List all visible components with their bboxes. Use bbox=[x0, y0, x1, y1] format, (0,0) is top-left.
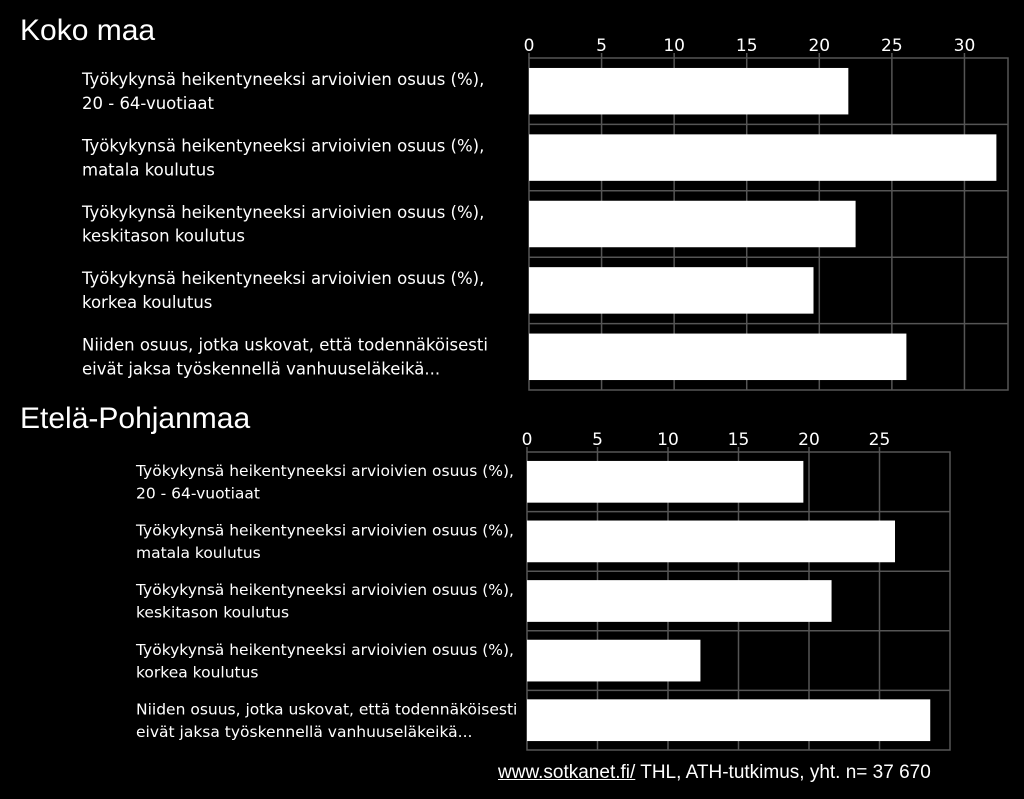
category-label-line: 20 - 64-vuotiaat bbox=[82, 94, 215, 113]
koko-maa-x-tick-label: 30 bbox=[954, 36, 976, 56]
koko-maa-x-tick-label: 10 bbox=[663, 36, 685, 56]
etela-pohjanmaa-x-tick-label: 25 bbox=[869, 430, 891, 450]
category-label-line: Työkykynsä heikentyneeksi arvioivien osu… bbox=[135, 581, 514, 599]
category-label-line: 20 - 64-vuotiaat bbox=[136, 484, 260, 502]
category-label-line: Työkykynsä heikentyneeksi arvioivien osu… bbox=[81, 269, 484, 288]
etela-pohjanmaa-bar-4 bbox=[527, 639, 701, 682]
category-label-line: korkea koulutus bbox=[136, 663, 259, 681]
koko-maa-bar-5 bbox=[529, 333, 907, 381]
category-label-line: Niiden osuus, jotka uskovat, että todenn… bbox=[82, 336, 488, 355]
category-label-line: Työkykynsä heikentyneeksi arvioivien osu… bbox=[81, 136, 484, 155]
etela-pohjanmaa-category-label-2: Työkykynsä heikentyneeksi arvioivien osu… bbox=[135, 522, 514, 562]
koko-maa-x-tick-label: 0 bbox=[524, 36, 535, 56]
category-label-line: keskitason koulutus bbox=[82, 227, 245, 246]
koko-maa-category-label-5: Niiden osuus, jotka uskovat, että todenn… bbox=[82, 336, 488, 379]
koko-maa-category-label-3: Työkykynsä heikentyneeksi arvioivien osu… bbox=[81, 203, 484, 246]
koko-maa-x-tick-label: 15 bbox=[736, 36, 758, 56]
sotkanet-link[interactable]: www.sotkanet.fi/ bbox=[498, 762, 636, 783]
etela-pohjanmaa-x-tick-label: 20 bbox=[798, 430, 820, 450]
etela-pohjanmaa-bar-3 bbox=[527, 580, 832, 622]
category-label-line: matala koulutus bbox=[136, 544, 261, 562]
category-label-line: keskitason koulutus bbox=[136, 604, 289, 622]
koko-maa-category-label-4: Työkykynsä heikentyneeksi arvioivien osu… bbox=[81, 269, 484, 312]
etela-pohjanmaa-category-label-1: Työkykynsä heikentyneeksi arvioivien osu… bbox=[135, 462, 514, 502]
etela-pohjanmaa-x-tick-label: 0 bbox=[522, 430, 533, 450]
koko-maa-category-label-1: Työkykynsä heikentyneeksi arvioivien osu… bbox=[81, 70, 484, 113]
source-note: www.sotkanet.fi/ THL, ATH-tutkimus, yht.… bbox=[498, 762, 931, 784]
etela-pohjanmaa-x-tick-label: 5 bbox=[592, 430, 603, 450]
etela-pohjanmaa-x-tick-label: 10 bbox=[657, 430, 679, 450]
etela-pohjanmaa-bar-2 bbox=[527, 520, 896, 563]
category-label-line: Työkykynsä heikentyneeksi arvioivien osu… bbox=[135, 522, 514, 540]
category-label-line: Työkykynsä heikentyneeksi arvioivien osu… bbox=[135, 641, 514, 659]
koko-maa-category-label-2: Työkykynsä heikentyneeksi arvioivien osu… bbox=[81, 136, 484, 179]
category-label-line: matala koulutus bbox=[82, 160, 215, 179]
etela-pohjanmaa-category-label-3: Työkykynsä heikentyneeksi arvioivien osu… bbox=[135, 581, 514, 621]
category-label-line: eivät jaksa työskennellä vanhuuseläkeikä… bbox=[82, 360, 440, 379]
koko-maa-x-tick-label: 5 bbox=[596, 36, 607, 56]
chart-title-etela-pohjanmaa: Etelä-Pohjanmaa bbox=[20, 402, 251, 435]
etela-pohjanmaa-bar-1 bbox=[527, 460, 804, 503]
etela-pohjanmaa-bar-5 bbox=[527, 699, 931, 742]
koko-maa-x-tick-label: 20 bbox=[808, 36, 830, 56]
etela-pohjanmaa-category-label-5: Niiden osuus, jotka uskovat, että todenn… bbox=[136, 700, 517, 740]
koko-maa-bar-2 bbox=[529, 134, 997, 181]
source-text: THL, ATH-tutkimus, yht. n= 37 670 bbox=[635, 762, 931, 783]
chart-title-koko-maa: Koko maa bbox=[20, 14, 156, 47]
category-label-line: korkea koulutus bbox=[82, 293, 212, 312]
category-label-line: Työkykynsä heikentyneeksi arvioivien osu… bbox=[81, 70, 484, 89]
etela-pohjanmaa-category-label-4: Työkykynsä heikentyneeksi arvioivien osu… bbox=[135, 641, 514, 681]
category-label-line: Työkykynsä heikentyneeksi arvioivien osu… bbox=[81, 203, 484, 222]
koko-maa-bar-3 bbox=[529, 200, 856, 248]
category-label-line: Työkykynsä heikentyneeksi arvioivien osu… bbox=[135, 462, 514, 480]
etela-pohjanmaa-x-tick-label: 15 bbox=[728, 430, 750, 450]
koko-maa-bar-1 bbox=[529, 67, 849, 115]
category-label-line: eivät jaksa työskennellä vanhuuseläkeikä… bbox=[136, 723, 472, 741]
category-label-line: Niiden osuus, jotka uskovat, että todenn… bbox=[136, 700, 517, 718]
koko-maa-x-tick-label: 25 bbox=[881, 36, 903, 56]
koko-maa-bar-4 bbox=[529, 267, 814, 314]
